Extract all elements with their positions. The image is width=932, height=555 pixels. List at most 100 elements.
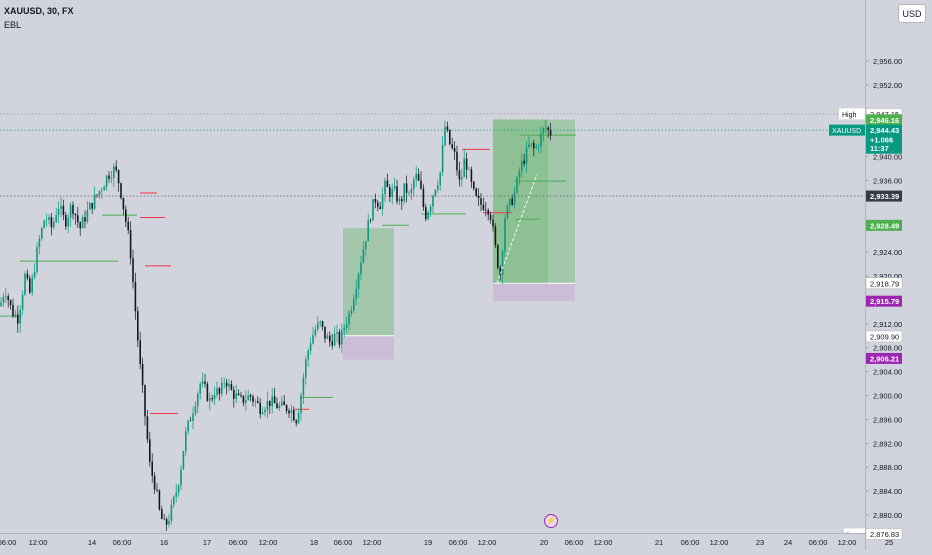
time-tick-label: 06:00 (809, 538, 828, 547)
candle-body (365, 241, 367, 250)
candle-body (230, 383, 233, 390)
candle-body (151, 461, 153, 476)
candle-body (197, 393, 199, 407)
lightning-event-icon[interactable]: ⚡ (544, 514, 558, 528)
price-tick-label: 2,888.00 (873, 463, 902, 472)
candle-body (17, 314, 19, 324)
candle-body (36, 247, 38, 273)
price-tick-label: 2,896.00 (873, 415, 902, 424)
candle-body (122, 197, 125, 210)
candle-body (336, 332, 338, 334)
candle-body (518, 171, 521, 178)
price-label-text: +1.066 (870, 136, 893, 145)
candle-body (401, 199, 403, 202)
candle-body (422, 188, 425, 208)
candle-body (417, 174, 420, 181)
candle-body (144, 385, 146, 417)
candle-body (84, 217, 86, 222)
price-scale[interactable]: 2,956.00 2,952.00 2,940.00 2,936.00 2,924.00… (865, 0, 932, 550)
indicator-label[interactable]: EBL (4, 20, 22, 30)
candle-body (516, 177, 518, 193)
candle-body (377, 202, 379, 207)
chart-plot[interactable]: HighXAUUSDLow (0, 0, 865, 540)
price-tick-label: 2,912.00 (873, 320, 902, 329)
candle-body (511, 198, 513, 205)
candle-body (425, 207, 427, 220)
candle-body (204, 381, 206, 384)
candle-body (549, 129, 552, 136)
candle-body (379, 206, 381, 210)
price-axis[interactable]: 2,956.00 2,952.00 2,940.00 2,936.00 2,924.00… (865, 0, 932, 550)
candle-body (278, 405, 281, 409)
price-label-text: 2,876.83 (870, 530, 899, 539)
position-stop-zone (343, 335, 394, 360)
symbol-title[interactable]: XAUUSD, 30, FX (4, 6, 74, 16)
price-tag-text: High (842, 112, 857, 119)
candle-body (105, 175, 108, 187)
candle-body (480, 198, 482, 205)
candle-body (458, 170, 461, 180)
candle-body (381, 194, 384, 210)
candle-body (384, 180, 386, 195)
candle-body (259, 402, 261, 414)
candle-body (79, 222, 81, 229)
candle-body (350, 310, 353, 314)
candle-body (338, 332, 341, 345)
candle-body (31, 277, 33, 293)
price-tick-label: 2,936.00 (873, 176, 902, 185)
candle-body (132, 258, 134, 283)
candle-body (117, 169, 120, 184)
candle-body (194, 406, 197, 414)
candle-body (314, 329, 317, 336)
candle-body (55, 214, 57, 222)
candle-body (468, 169, 470, 170)
price-tick-label: 2,892.00 (873, 439, 902, 448)
candle-body (77, 215, 79, 223)
candle-body (108, 175, 110, 179)
candle-body (209, 398, 211, 401)
candle-body (72, 204, 74, 214)
candle-body (9, 300, 12, 306)
candle-body (187, 420, 189, 432)
candle-body (393, 186, 396, 190)
chart-area[interactable]: HighXAUUSDLow (0, 0, 865, 540)
time-tick-label: 20 (540, 538, 548, 547)
candle-body (158, 490, 161, 510)
candle-body (453, 148, 456, 152)
candle-body (139, 340, 141, 364)
candle-body (170, 504, 173, 521)
candle-body (398, 199, 401, 202)
candle-body (177, 485, 180, 493)
time-axis[interactable]: 06:00 12:00 14 06:00 16 17 06:00 12:00 18 06:00 12… (0, 533, 865, 550)
candle-body (333, 333, 336, 346)
candle-body (19, 309, 21, 324)
time-tick-label: 12:00 (29, 538, 48, 547)
price-tag-box (839, 108, 865, 120)
candle-body (405, 183, 408, 193)
candle-body (547, 127, 549, 130)
time-tick-label: 12:00 (838, 538, 857, 547)
price-label-box (866, 142, 902, 154)
price-label-box (866, 295, 902, 307)
position-stop-zone (493, 283, 575, 302)
candle-body (523, 160, 525, 164)
candle-body (261, 412, 264, 414)
price-label-box (866, 134, 902, 146)
candle-body (374, 199, 377, 203)
candle-body (201, 381, 204, 384)
candle-body (48, 217, 50, 221)
candle-body (521, 160, 523, 172)
candle-body (321, 321, 324, 327)
candle-body (192, 413, 194, 421)
currency-button[interactable]: USD (898, 4, 926, 23)
candle-body (501, 251, 504, 276)
price-label-text: 2,918.79 (870, 279, 899, 288)
candle-body (29, 278, 31, 293)
candle-body (2, 297, 5, 303)
candle-body (326, 335, 329, 339)
time-scale[interactable]: 06:00 12:00 14 06:00 16 17 06:00 12:00 18 06:00 12… (0, 533, 865, 550)
candle-body (53, 221, 55, 228)
candle-body (420, 180, 422, 189)
candle-body (249, 395, 252, 397)
candle-body (134, 282, 137, 312)
